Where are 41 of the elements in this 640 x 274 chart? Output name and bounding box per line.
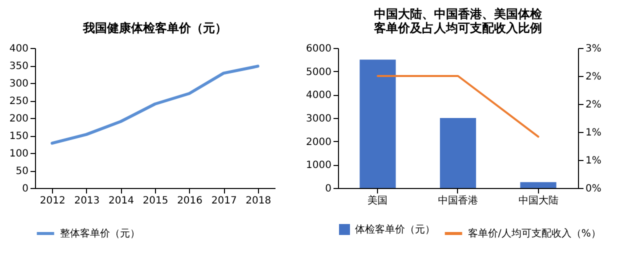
y-tick-label: 6000: [306, 44, 332, 54]
y-tick-label: 4000: [306, 90, 332, 102]
chart-title: 我国健康体检客单价（元）: [82, 21, 227, 35]
x-tick-label: 美国: [368, 194, 388, 206]
x-tick-label: 2014: [108, 196, 134, 206]
y-tick-label: 2000: [306, 136, 332, 148]
y2-tick-label: 2%: [586, 72, 602, 82]
x-tick-label: 2013: [74, 196, 100, 206]
bar: [440, 118, 476, 188]
x-tick-label: 2017: [211, 196, 237, 206]
y-tick-label: 1000: [306, 160, 332, 172]
y-tick-label: 400: [9, 44, 28, 54]
y-tick-label: 100: [9, 148, 28, 160]
line-series: [50, 64, 260, 145]
y-tick-label: 3000: [306, 114, 332, 124]
y-tick-label: 0: [325, 184, 332, 194]
y-tick-label: 250: [9, 96, 28, 107]
x-tick-label: 2016: [177, 196, 203, 206]
y-tick-label: 200: [9, 114, 28, 124]
y2-tick-label: 0%: [586, 184, 602, 194]
y2-tick-label: 1%: [586, 128, 602, 138]
y-tick-label: 50: [16, 166, 28, 177]
x-tick-label: 中国大陆: [518, 194, 558, 206]
y-tick-label: 0: [22, 184, 28, 194]
legend-label: 体检客单价（元）: [355, 224, 435, 236]
y2-tick-label: 3%: [586, 44, 602, 54]
bar: [520, 182, 556, 188]
y-tick-label: 5000: [306, 66, 332, 78]
y-tick-label: 300: [9, 78, 28, 90]
x-tick-label: 2012: [40, 196, 66, 206]
chart-title: 中国大陆、中国香港、美国体检客单价及占人均可支配收入比例: [373, 7, 543, 35]
legend-label: 整体客单价（元）: [60, 228, 140, 240]
y-tick-label: 350: [9, 61, 28, 72]
y-tick-label: 150: [9, 131, 28, 142]
bar: [360, 60, 396, 188]
x-tick-label: 2015: [142, 196, 168, 206]
y2-tick-label: 2%: [586, 100, 602, 110]
y2-tick-label: 1%: [586, 156, 602, 166]
x-tick-label: 2018: [246, 196, 272, 206]
x-tick-label: 中国香港: [438, 194, 478, 206]
legend-label: 客单价/人均可支配收入（%）: [468, 228, 601, 240]
